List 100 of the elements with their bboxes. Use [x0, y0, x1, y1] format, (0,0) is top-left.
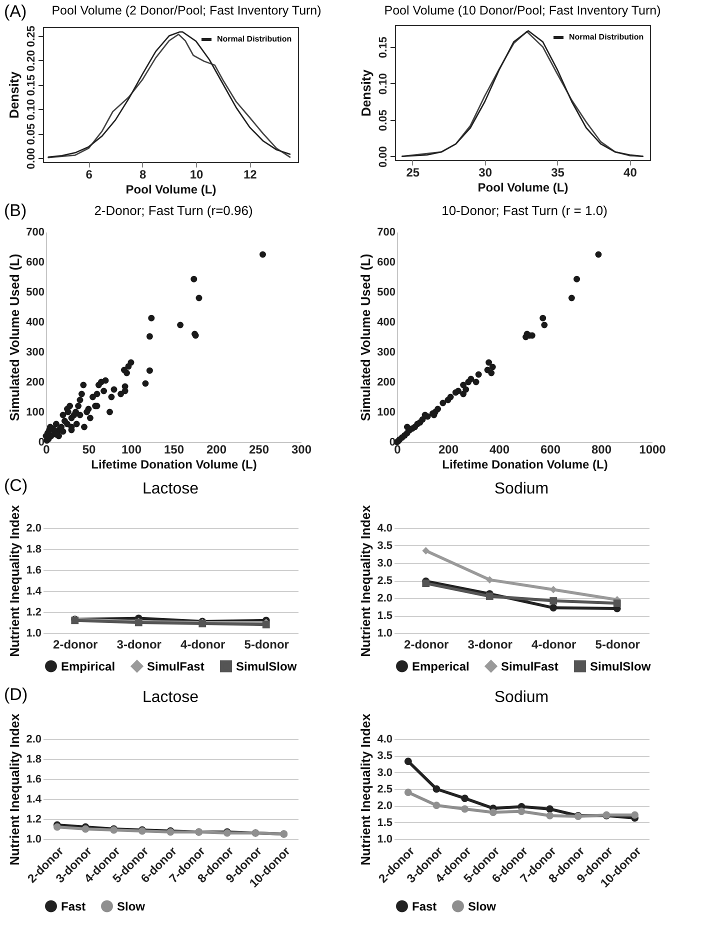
x-tick-label: 40: [624, 166, 638, 180]
x-tick-label: 4-donor: [532, 638, 577, 652]
x-tick-label: 12: [244, 168, 258, 182]
x-tick-label: 5-donor: [595, 638, 640, 652]
y-tick-label: 1.4: [26, 794, 42, 806]
legend-label: Empirical: [61, 659, 116, 674]
y-tick-label: 0.25: [26, 26, 38, 48]
y-tick-label: 100: [377, 406, 396, 418]
legend-label: Slow: [468, 899, 497, 914]
y-tick-label: 600: [377, 256, 396, 268]
x-tick-label: 800: [591, 442, 612, 456]
y-tick-label: 1.8: [26, 754, 42, 766]
x-tick-label: 50: [82, 442, 96, 456]
y-tick-label: 400: [26, 316, 44, 328]
legend-label: Fast: [412, 899, 437, 914]
x-tick-label: 2-donor: [53, 638, 98, 652]
y-tick-label: 3.5: [377, 540, 392, 552]
y-tick-label: 100: [26, 406, 44, 418]
y-tick-label: 1.8: [26, 544, 42, 556]
y-tick-label: 2.0: [26, 522, 42, 534]
y-tick-label: 400: [377, 316, 396, 328]
x-tick-label: 4-donor: [180, 638, 226, 652]
legend-label: SimulSlow: [236, 659, 298, 674]
chart-title: Lactose: [142, 480, 199, 498]
y-tick-label: 1.6: [26, 774, 42, 786]
y-axis-title: Nutrient Inequality Index: [358, 712, 374, 866]
x-tick-label: 2-donor: [404, 638, 450, 652]
x-tick-label: 200: [206, 442, 227, 456]
y-tick-label: 3.0: [377, 558, 392, 570]
x-tick-label: 300: [291, 442, 312, 456]
y-axis-title: Nutrient Inequality Index: [7, 712, 22, 866]
y-axis-title: Nutrient Inequality Index: [358, 504, 374, 657]
x-tick-label: 200: [438, 442, 459, 456]
y-tick-label: 1.2: [26, 606, 42, 618]
y-tick-label: 1.6: [26, 564, 42, 576]
y-axis-title: Simulated Volume Used (L): [358, 254, 374, 422]
y-axis-title: Density: [6, 70, 22, 118]
y-tick-label: 0.00: [26, 148, 38, 170]
y-tick-label: 2.0: [377, 800, 392, 812]
chart-title: Sodium: [494, 689, 549, 706]
y-tick-label: 0.00: [378, 146, 390, 168]
x-tick-label: 600: [540, 442, 561, 456]
y-tick-label: 500: [26, 286, 44, 298]
y-tick-label: 3.0: [377, 766, 392, 779]
chart-title: Sodium: [494, 480, 549, 498]
y-tick-label: 1.5: [377, 816, 392, 829]
y-tick-label: 600: [26, 256, 44, 268]
legend-label: Normal Distribution: [569, 32, 644, 42]
y-tick-label: 1.0: [26, 834, 42, 846]
y-axis-title: Simulated Volume Used (L): [7, 254, 22, 422]
y-tick-label: 0.10: [378, 73, 390, 95]
y-tick-label: 0.20: [26, 50, 38, 72]
y-tick-label: 200: [377, 376, 396, 388]
y-tick-label: 4.0: [377, 522, 392, 534]
y-tick-label: 2.5: [377, 575, 392, 587]
y-tick-label: 1.5: [377, 610, 392, 622]
chart-title: Lactose: [142, 689, 199, 706]
x-axis-title: Lifetime Donation Volume (L): [442, 458, 608, 472]
y-tick-label: 1.2: [26, 814, 42, 826]
chart-title: Pool Volume (10 Donor/Pool; Fast Inventory Turn): [384, 4, 661, 18]
y-tick-label: 300: [26, 346, 44, 358]
chart-title: 2-Donor; Fast Turn (r=0.96): [94, 203, 253, 218]
legend-label: SimulSlow: [590, 659, 652, 674]
x-tick-label: 400: [489, 442, 510, 456]
x-tick-label: 1000: [639, 442, 666, 456]
x-tick-label: 35: [551, 166, 565, 180]
y-tick-label: 0.15: [378, 36, 390, 58]
text: (A): [4, 2, 27, 22]
y-tick-label: 1.0: [26, 628, 42, 640]
x-axis-title: Pool Volume (L): [126, 182, 216, 196]
x-tick-label: 10: [190, 168, 204, 182]
text: (C): [4, 476, 28, 496]
y-tick-label: 1.4: [26, 586, 42, 598]
x-tick-label: 25: [406, 166, 420, 180]
legend-label: Emperical: [412, 659, 470, 674]
x-tick-label: 3-donor: [468, 638, 513, 652]
y-tick-label: 300: [377, 346, 396, 358]
x-axis-title: Pool Volume (L): [478, 180, 568, 194]
text: (B): [4, 201, 27, 221]
y-axis-title: Density: [358, 68, 374, 116]
y-tick-label: 500: [377, 286, 396, 298]
x-tick-label: 3-donor: [116, 638, 162, 652]
x-tick-label: 5-donor: [244, 638, 290, 652]
x-tick-label: 250: [248, 442, 270, 456]
x-tick-label: 8: [139, 168, 146, 182]
x-tick-label: 6: [86, 168, 93, 182]
chart-title: Pool Volume (2 Donor/Pool; Fast Inventory Turn): [52, 4, 322, 18]
chart-title: 10-Donor; Fast Turn (r = 1.0): [442, 203, 608, 218]
y-tick-label: 4.0: [377, 734, 392, 746]
y-tick-label: 2.0: [26, 734, 42, 746]
y-tick-label: 1.0: [377, 628, 392, 640]
y-tick-label: 0.05: [26, 123, 38, 145]
y-tick-label: 2.0: [377, 592, 392, 604]
x-tick-label: 30: [478, 166, 492, 180]
y-tick-label: 0.15: [26, 74, 38, 96]
y-tick-label: 700: [26, 226, 44, 238]
x-tick-label: 100: [121, 442, 142, 456]
x-axis-title: Lifetime Donation Volume (L): [91, 458, 257, 472]
y-tick-label: 2.5: [377, 784, 392, 796]
y-axis-title: Nutrient Inequality Index: [7, 504, 22, 657]
